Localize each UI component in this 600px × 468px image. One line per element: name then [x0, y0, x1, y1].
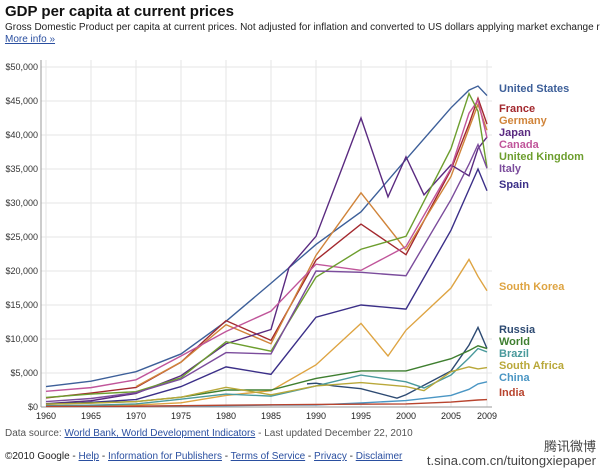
y-tick-label: $30,000	[5, 198, 38, 208]
watermark: 腾讯微博 t.sina.com.cn/tuitongxiepaper	[427, 440, 596, 468]
legend-label: United States	[499, 83, 569, 95]
y-tick-label: $25,000	[5, 232, 38, 242]
y-tick-label: $40,000	[5, 130, 38, 140]
legend-label: Italy	[499, 163, 522, 175]
subtitle-text: Gross Domestic Product per capita at cur…	[5, 22, 600, 33]
copyright: ©2010 Google -	[5, 451, 76, 462]
publishers-link[interactable]: Information for Publishers	[108, 451, 222, 462]
legend-label: World	[499, 336, 530, 348]
y-tick-label: $45,000	[5, 96, 38, 106]
legend-label: Canada	[499, 139, 540, 151]
y-tick-label: $15,000	[5, 300, 38, 310]
x-tick-label: 1995	[351, 411, 371, 421]
watermark-line1: 腾讯微博	[543, 439, 596, 454]
series-line-spain	[45, 167, 488, 405]
y-tick-label: $20,000	[5, 266, 38, 276]
legend-label: South Korea	[499, 281, 565, 293]
series-line-japan	[45, 115, 488, 405]
series-line-india	[45, 398, 488, 408]
x-tick-label: 1980	[216, 411, 236, 421]
data-source: Data source: World Bank, World Developme…	[5, 428, 413, 439]
disclaimer-link[interactable]: Disclaimer	[355, 451, 403, 462]
y-tick-label: $10,000	[5, 334, 38, 344]
x-tick-label: 2009	[477, 411, 497, 421]
series-line-france	[45, 96, 488, 399]
series-line-united-states	[45, 85, 488, 388]
legend-label: Germany	[499, 115, 548, 127]
legend-label: Spain	[499, 179, 529, 191]
x-tick-label: 1975	[171, 411, 191, 421]
chart-title: GDP per capita at current prices	[5, 3, 234, 20]
series-line-united-kingdom	[45, 91, 488, 399]
watermark-line2: t.sina.com.cn/tuitongxiepaper	[426, 453, 596, 468]
privacy-link[interactable]: Privacy	[314, 451, 347, 462]
x-tick-label: 1990	[306, 411, 326, 421]
legend-label: Russia	[499, 324, 536, 336]
y-tick-label: $5,000	[10, 368, 38, 378]
terms-link[interactable]: Terms of Service	[230, 451, 306, 462]
x-tick-label: 1965	[81, 411, 101, 421]
chart-subtitle: Gross Domestic Product per capita at cur…	[5, 22, 600, 46]
series-line-russia	[306, 325, 488, 399]
legend-label: France	[499, 103, 535, 115]
series-line-south-korea	[45, 258, 488, 407]
legend-label: Japan	[499, 127, 531, 139]
x-tick-label: 1970	[126, 411, 146, 421]
legend-label: India	[499, 387, 526, 399]
legend-label: Brazil	[499, 348, 529, 360]
legend-label: South Africa	[499, 360, 565, 372]
x-tick-label: 1985	[261, 411, 281, 421]
series-line-germany	[135, 102, 488, 388]
series-line-canada	[45, 98, 488, 393]
x-tick-label: 1960	[36, 411, 56, 421]
legend-label: China	[499, 372, 530, 384]
x-tick-label: 2005	[441, 411, 461, 421]
footer: ©2010 Google - Help - Information for Pu…	[5, 451, 403, 462]
y-tick-label: $0	[28, 402, 38, 412]
line-chart: $0 $5,000 $10,000 $15,000 $20,000 $25,000 $30,…	[5, 60, 584, 421]
help-link[interactable]: Help	[78, 451, 100, 462]
y-tick-label: $35,000	[5, 164, 38, 174]
last-updated: - Last updated December 22, 2010	[258, 428, 413, 439]
source-label: Data source:	[5, 428, 62, 439]
series-line-italy	[45, 142, 488, 403]
more-info-link[interactable]: More info »	[5, 34, 56, 45]
legend-label: United Kingdom	[499, 151, 584, 163]
series-line-brazil	[45, 347, 488, 407]
x-tick-label: 2000	[396, 411, 416, 421]
series-line-south-africa	[45, 366, 488, 405]
y-tick-label: $50,000	[5, 62, 38, 72]
source-link[interactable]: World Bank, World Development Indicators	[64, 428, 256, 439]
